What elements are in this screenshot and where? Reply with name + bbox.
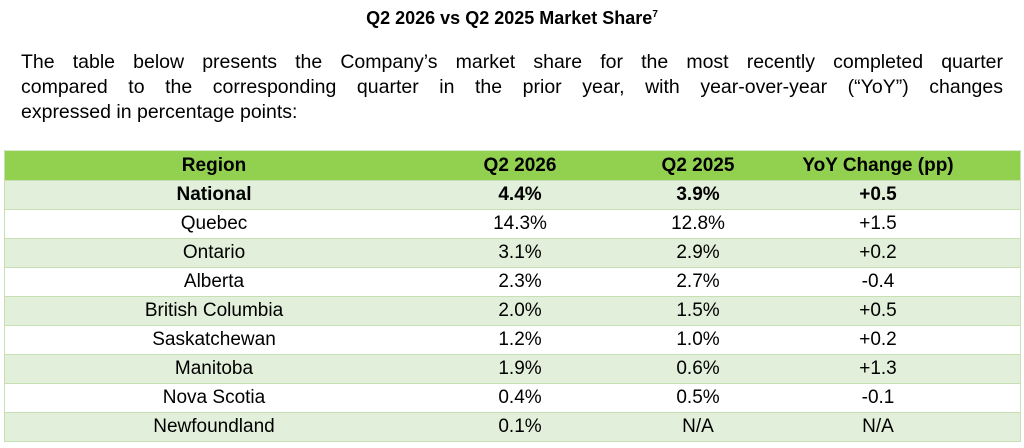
header-q2-2026: Q2 2026 (483, 154, 557, 176)
table-row-national: National 4.4% 3.9% +0.5 (5, 180, 1020, 209)
intro-line: The table below presents the Company’s m… (21, 51, 1003, 73)
footnote-marker: 7 (652, 9, 658, 20)
intro-paragraph: The table below presents the Company’s m… (21, 50, 1003, 125)
header-region: Region (181, 154, 247, 176)
cell-region: Newfoundland (153, 416, 275, 437)
cell-q2-2025: 12.8% (671, 213, 725, 234)
table-row: Newfoundland 0.1% N/A N/A (5, 412, 1020, 441)
cell-yoy: -0.1 (861, 387, 895, 408)
cell-yoy: +0.2 (859, 329, 897, 350)
title-text: Q2 2026 vs Q2 2025 Market Share (366, 8, 653, 28)
table-row: Manitoba 1.9% 0.6% +1.3 (5, 354, 1020, 383)
cell-yoy: +0.5 (859, 184, 897, 205)
cell-q2-2025: 1.5% (676, 300, 720, 321)
cell-region: Saskatchewan (152, 329, 276, 350)
cell-yoy: +0.5 (859, 300, 897, 321)
cell-q2-2025: N/A (682, 416, 714, 437)
table-row: Nova Scotia 0.4% 0.5% -0.1 (5, 383, 1020, 412)
cell-region: Alberta (183, 271, 245, 292)
cell-yoy: N/A (862, 416, 894, 437)
cell-q2-2026: 4.4% (498, 184, 542, 205)
cell-q2-2025: 2.9% (676, 242, 720, 263)
intro-line: expressed in percentage points: (21, 101, 298, 123)
cell-yoy: +1.5 (859, 213, 897, 234)
page-title: Q2 2026 vs Q2 2025 Market Share7 (0, 6, 1024, 30)
table-row: Saskatchewan 1.2% 1.0% +0.2 (5, 325, 1020, 354)
header-yoy-change: YoY Change (pp) (802, 154, 954, 176)
cell-q2-2026: 2.0% (498, 300, 542, 321)
cell-q2-2025: 3.9% (676, 184, 720, 205)
cell-region: British Columbia (144, 300, 284, 321)
cell-region: Manitoba (174, 358, 254, 379)
cell-q2-2026: 2.3% (498, 271, 542, 292)
cell-region: National (176, 184, 252, 205)
cell-q2-2026: 3.1% (498, 242, 542, 263)
table-row: British Columbia 2.0% 1.5% +0.5 (5, 296, 1020, 325)
market-share-table: Region Q2 2026 Q2 2025 YoY Change (pp) N… (4, 150, 1021, 442)
table-row: Quebec 14.3% 12.8% +1.5 (5, 209, 1020, 238)
cell-q2-2026: 1.2% (498, 329, 542, 350)
cell-yoy: +1.3 (859, 358, 897, 379)
cell-q2-2026: 0.1% (498, 416, 542, 437)
table-row: Alberta 2.3% 2.7% -0.4 (5, 267, 1020, 296)
cell-q2-2026: 0.4% (498, 387, 542, 408)
cell-region: Nova Scotia (162, 387, 266, 408)
cell-region: Quebec (180, 213, 248, 234)
cell-yoy: +0.2 (859, 242, 897, 263)
header-q2-2025: Q2 2025 (661, 154, 735, 176)
cell-q2-2026: 1.9% (498, 358, 542, 379)
intro-line: compared to the corresponding quarter in… (21, 76, 1003, 98)
cell-q2-2026: 14.3% (493, 213, 547, 234)
cell-yoy: -0.4 (861, 271, 895, 292)
cell-region: Ontario (182, 242, 246, 263)
cell-q2-2025: 0.5% (676, 387, 720, 408)
table-header-row: Region Q2 2026 Q2 2025 YoY Change (pp) (5, 150, 1020, 180)
table-row: Ontario 3.1% 2.9% +0.2 (5, 238, 1020, 267)
cell-q2-2025: 2.7% (676, 271, 720, 292)
cell-q2-2025: 0.6% (676, 358, 720, 379)
cell-q2-2025: 1.0% (676, 329, 720, 350)
